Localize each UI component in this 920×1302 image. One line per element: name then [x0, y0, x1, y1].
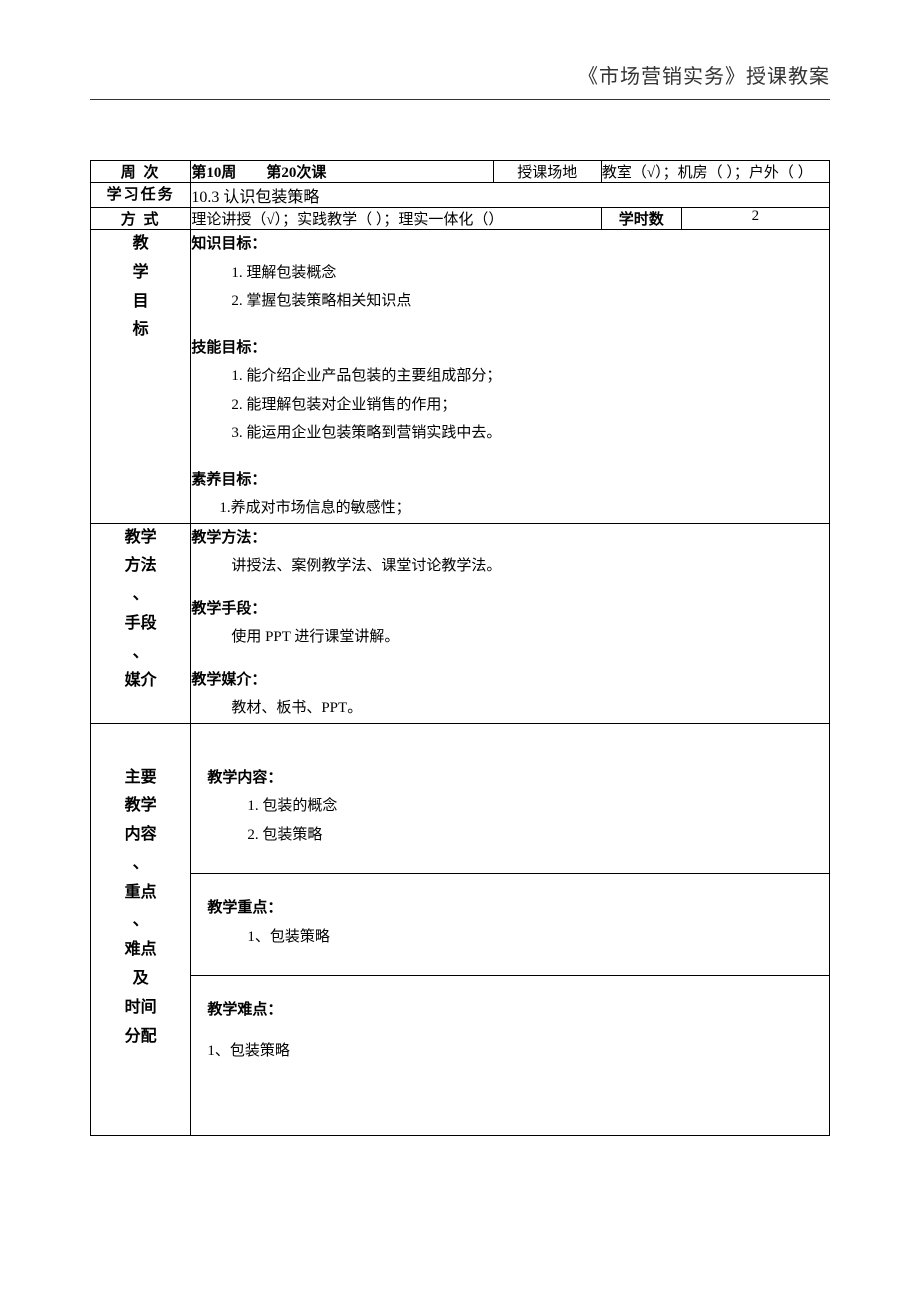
keypoint-item-1: 1、包装策略	[207, 923, 813, 952]
knowledge-goal-label: 知识目标：	[191, 230, 829, 259]
week-num: 10	[206, 165, 221, 181]
label-methods: 教学方法、手段、媒介	[91, 523, 191, 723]
row-week: 周 次 第10周 第20次课 授课场地 教室（√）；机房（ ）；户外（ ）	[91, 161, 830, 183]
subcell-difficulty: 教学难点： 1、包装策略	[191, 975, 829, 1135]
content-label: 教学内容：	[207, 764, 813, 793]
media-value: 教材、板书、PPT。	[191, 694, 829, 723]
knowledge-item-1: 1. 理解包装概念	[191, 259, 829, 288]
cell-week-lesson: 第10周 第20次课	[191, 161, 493, 183]
week-prefix: 第	[191, 165, 206, 181]
cell-hours-value: 2	[681, 208, 829, 230]
skill-item-3: 3. 能运用企业包装策略到营销实践中去。	[191, 419, 829, 448]
cell-content-wrap: 教学内容： 1. 包装的概念 2. 包装策略 教学重点： 1、包装策略 教学难点…	[191, 723, 830, 1136]
content-item-2: 2. 包装策略	[207, 821, 813, 850]
cell-location-value: 教室（√）；机房（ ）；户外（ ）	[601, 161, 829, 183]
subcell-content: 教学内容： 1. 包装的概念 2. 包装策略	[191, 724, 829, 874]
keypoint-label: 教学重点：	[207, 894, 813, 923]
quality-item-1: 1.养成对市场信息的敏感性；	[191, 494, 829, 523]
means-value: 使用 PPT 进行课堂讲解。	[191, 623, 829, 652]
content-item-1: 1. 包装的概念	[207, 792, 813, 821]
label-task: 学习任务	[91, 183, 191, 208]
label-location: 授课场地	[493, 161, 601, 183]
media-label: 教学媒介：	[191, 666, 829, 695]
row-goals: 教学目标 知识目标： 1. 理解包装概念 2. 掌握包装策略相关知识点 技能目标…	[91, 230, 830, 524]
skill-goal-label: 技能目标：	[191, 334, 829, 363]
week-suffix: 周	[221, 165, 236, 181]
row-task: 学习任务 10.3 认识包装策略	[91, 183, 830, 208]
label-week: 周 次	[91, 161, 191, 183]
lesson-plan-table: 周 次 第10周 第20次课 授课场地 教室（√）；机房（ ）；户外（ ） 学习…	[90, 160, 830, 1136]
label-mode: 方 式	[91, 208, 191, 230]
row-mode: 方 式 理论讲授（√）；实践教学（ ）；理实一体化（） 学时数 2	[91, 208, 830, 230]
page-header: 《市场营销实务》授课教案	[90, 60, 830, 100]
method-label: 教学方法：	[191, 524, 829, 553]
label-hours: 学时数	[601, 208, 681, 230]
cell-methods: 教学方法： 讲授法、案例教学法、课堂讨论教学法。 教学手段： 使用 PPT 进行…	[191, 523, 830, 723]
difficulty-label: 教学难点：	[207, 996, 813, 1025]
cell-task-value: 10.3 认识包装策略	[191, 183, 830, 208]
lesson-num: 20	[281, 165, 296, 181]
knowledge-item-2: 2. 掌握包装策略相关知识点	[191, 287, 829, 316]
row-content: 主要教学内容、重点、难点及时间分配 教学内容： 1. 包装的概念 2. 包装策略…	[91, 723, 830, 1136]
cell-mode-value: 理论讲授（√）；实践教学（ ）；理实一体化（）	[191, 208, 602, 230]
difficulty-item-1: 1、包装策略	[207, 1037, 813, 1066]
row-methods: 教学方法、手段、媒介 教学方法： 讲授法、案例教学法、课堂讨论教学法。 教学手段…	[91, 523, 830, 723]
label-goals: 教学目标	[91, 230, 191, 524]
skill-item-1: 1. 能介绍企业产品包装的主要组成部分；	[191, 362, 829, 391]
lesson-suffix: 次课	[296, 165, 326, 181]
quality-goal-label: 素养目标：	[191, 466, 829, 495]
method-value: 讲授法、案例教学法、课堂讨论教学法。	[191, 552, 829, 581]
label-content: 主要教学内容、重点、难点及时间分配	[91, 723, 191, 1136]
skill-item-2: 2. 能理解包装对企业销售的作用；	[191, 391, 829, 420]
cell-goals: 知识目标： 1. 理解包装概念 2. 掌握包装策略相关知识点 技能目标： 1. …	[191, 230, 830, 524]
header-title: 《市场营销实务》授课教案	[578, 66, 830, 88]
subcell-keypoint: 教学重点： 1、包装策略	[191, 873, 829, 975]
lesson-prefix: 第	[266, 165, 281, 181]
means-label: 教学手段：	[191, 595, 829, 624]
